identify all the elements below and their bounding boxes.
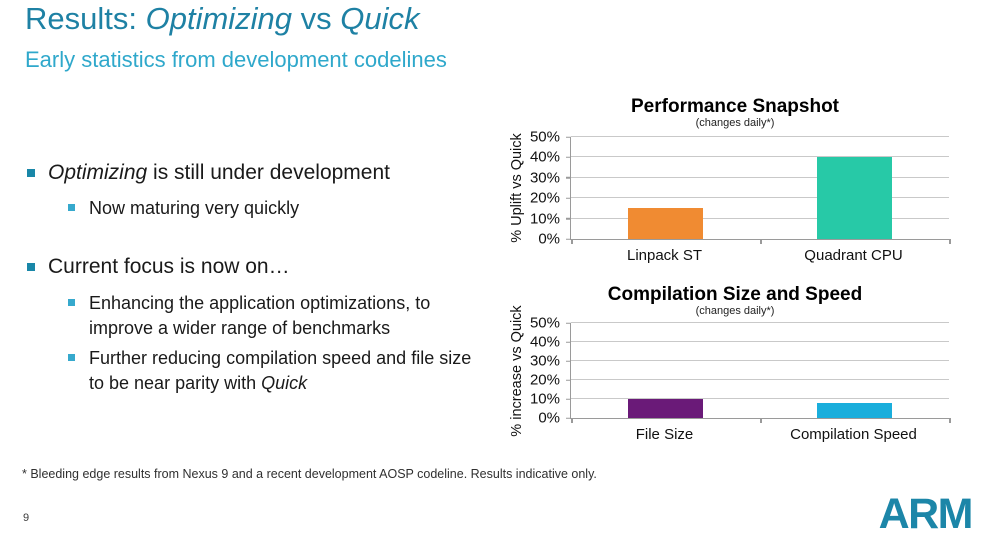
y-axis-tick-label: 50% (529, 128, 560, 146)
x-axis-tick-mark (571, 418, 573, 423)
gridline (571, 197, 949, 199)
y-axis-tick-label: 0% (538, 230, 560, 248)
page-title-quick: Quick (340, 1, 420, 36)
y-axis-tick-label: 20% (529, 189, 560, 207)
gridline (571, 398, 949, 399)
chart-plot-area: % Uplift vs Quick 0% 10% 20% 30% 40% 50% (509, 130, 951, 247)
compilation-size-speed-chart: Compilation Size and Speed (changes dail… (502, 284, 968, 454)
gridline (571, 156, 949, 158)
category-label: Linpack ST (626, 247, 703, 264)
y-axis-tick-label: 10% (529, 210, 560, 228)
footnote: * Bleeding edge results from Nexus 9 and… (22, 467, 597, 481)
y-axis-tick-mark (566, 360, 571, 362)
bullet-text: Current focus is now on… (48, 255, 290, 278)
y-axis-label: % Uplift vs Quick (509, 133, 525, 243)
y-axis-tick-mark (566, 379, 571, 381)
bullet-square-icon (68, 354, 75, 361)
y-axis-tick-label: 30% (529, 169, 560, 187)
category-label: Quadrant CPU (804, 247, 903, 264)
subbullet-maturing: Now maturing very quickly (68, 196, 488, 221)
y-axis-tick-mark (566, 322, 571, 324)
subbullet-text: Enhancing the application optimizations,… (89, 293, 431, 338)
y-axis-tick-label: 0% (538, 409, 560, 427)
category-label: Compilation Speed (790, 426, 917, 443)
y-axis-tick-mark (566, 341, 571, 343)
bar-linpack-st (627, 208, 704, 239)
bullet-optimizing-development: Optimizing is still under development (27, 161, 477, 185)
gridline (571, 136, 949, 137)
y-axis-tick-label: 20% (529, 371, 560, 389)
gridline (571, 360, 949, 361)
y-axis-tick-mark (566, 177, 571, 179)
y-axis-label: % increase vs Quick (509, 304, 525, 437)
bar-quadrant-cpu (816, 157, 893, 239)
page-number: 9 (23, 512, 30, 524)
x-axis-tick-mark (949, 239, 951, 244)
x-axis-tick-mark (760, 239, 762, 244)
page-title: Results: Optimizing vs Quick (25, 1, 420, 37)
bar-file-size (627, 399, 704, 418)
x-axis-category-labels: File Size Compilation Speed (570, 426, 948, 446)
chart-title: Performance Snapshot (631, 96, 839, 117)
arm-logo: ARM (878, 490, 974, 538)
category-label: File Size (635, 426, 694, 443)
y-axis-tick-label: 10% (529, 390, 560, 408)
y-axis-tick-mark (566, 197, 571, 199)
page-title-prefix: Results: (25, 1, 146, 36)
page-title-optimizing: Optimizing (145, 1, 293, 36)
y-axis-tick-label: 30% (529, 352, 560, 370)
x-axis-tick-mark (949, 418, 951, 423)
x-axis-tick-mark (571, 239, 573, 244)
gridline (571, 322, 949, 323)
subbullet-text: Further reducing compilation speed and f… (89, 348, 472, 393)
chart-subtitle: (changes daily*) (695, 117, 775, 129)
y-axis-tick-label: 50% (529, 314, 560, 332)
y-axis-tick-mark (566, 156, 571, 159)
y-axis-tick-label: 40% (529, 333, 560, 351)
bullet-square-icon (27, 169, 35, 177)
bullet-text: Optimizing is still under development (48, 161, 390, 184)
gridline (571, 217, 949, 219)
gridline (571, 379, 949, 380)
page-title-vs: vs (292, 1, 341, 36)
subbullet-reducing: Further reducing compilation speed and f… (68, 346, 474, 396)
y-axis-tick-mark (566, 217, 571, 220)
gridline (571, 341, 949, 342)
performance-snapshot-chart: Performance Snapshot (changes daily*) % … (502, 96, 968, 266)
y-axis-tick-mark (566, 136, 571, 138)
chart-title: Compilation Size and Speed (607, 284, 863, 305)
bullet-square-icon (68, 299, 75, 306)
y-axis-tick-mark (566, 417, 571, 419)
bullet-current-focus: Current focus is now on… (27, 255, 477, 279)
subbullet-enhancing: Enhancing the application optimizations,… (68, 291, 474, 341)
bullet-square-icon (68, 204, 75, 211)
y-axis-tick-mark (566, 398, 571, 400)
y-axis-tick-mark (566, 238, 571, 240)
x-axis-category-labels: Linpack ST Quadrant CPU (570, 247, 948, 267)
chart-subtitle: (changes daily*) (695, 305, 775, 317)
y-axis-tick-label: 40% (529, 148, 560, 166)
page-subtitle: Early statistics from development codeli… (25, 47, 447, 72)
subbullet-text: Now maturing very quickly (89, 198, 300, 218)
x-axis-tick-mark (760, 418, 762, 423)
bar-compilation-speed (816, 402, 893, 418)
bullet-square-icon (27, 263, 35, 271)
chart-plot-area: % increase vs Quick 0% 10% 20% 30% 40% 50% (509, 305, 951, 436)
gridline (571, 176, 949, 178)
